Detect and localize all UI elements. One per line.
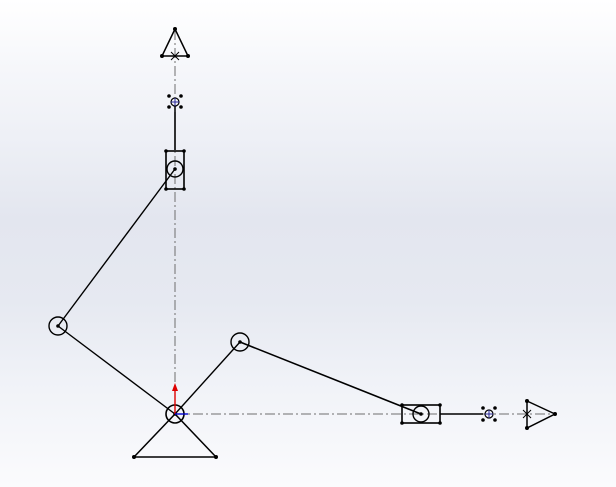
top-sub-component[interactable] xyxy=(167,94,183,112)
crank-right[interactable] xyxy=(175,342,240,414)
crank-left[interactable] xyxy=(58,326,175,414)
coupler-vertical[interactable] xyxy=(58,169,175,326)
ground-triangle-icon[interactable] xyxy=(132,414,218,459)
coupler-horizontal[interactable] xyxy=(240,342,421,414)
